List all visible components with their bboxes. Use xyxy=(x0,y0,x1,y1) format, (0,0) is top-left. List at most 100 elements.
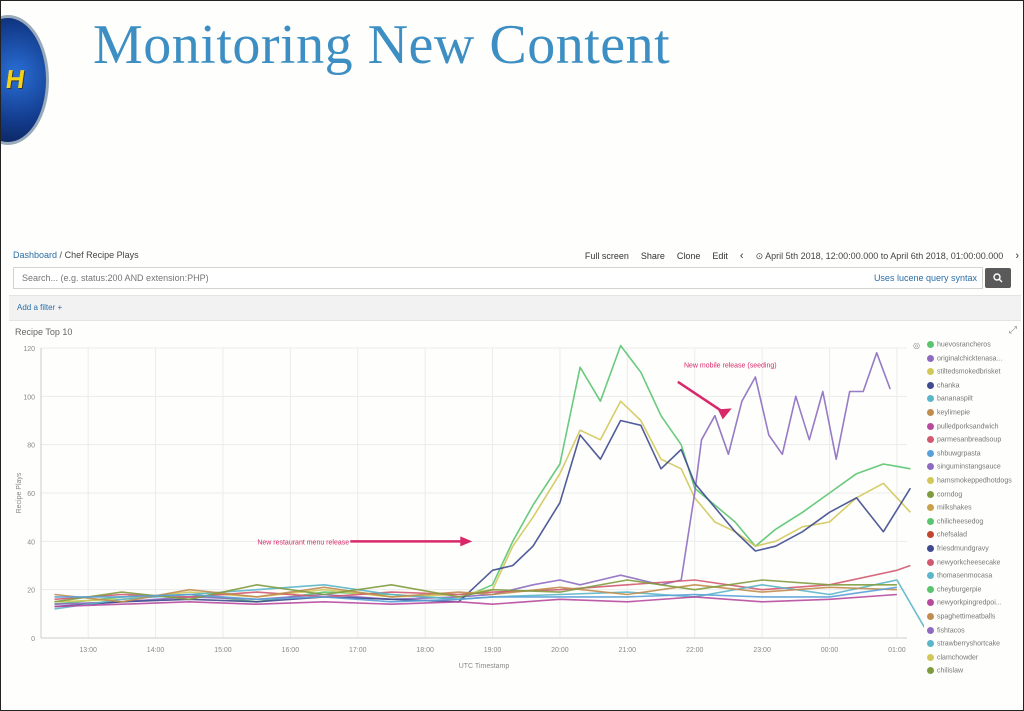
legend-label: spaghettimeatballs xyxy=(937,613,996,621)
legend-label: corndog xyxy=(937,490,963,498)
legend-swatch xyxy=(927,545,934,552)
legend-label: singuminstangsauce xyxy=(937,463,1001,471)
search-icon xyxy=(993,273,1003,283)
time-picker[interactable]: ⊙ April 5th 2018, 12:00:00.000 to April … xyxy=(756,251,1004,262)
legend-swatch xyxy=(927,613,934,620)
legend-item[interactable]: chilicheesedog xyxy=(927,517,983,529)
legend-item[interactable]: originalchicktenasa... xyxy=(927,354,1002,366)
x-tick-label: 17:00 xyxy=(349,647,367,654)
legend-item[interactable]: chefsalad xyxy=(927,531,967,542)
lucene-syntax-link[interactable]: Uses lucene query syntax xyxy=(873,273,977,283)
breadcrumb-current: Chef Recipe Plays xyxy=(64,250,139,260)
annotation-label: New mobile release (seeding) xyxy=(684,362,777,369)
legend-swatch xyxy=(927,640,934,648)
legend-swatch xyxy=(927,599,934,607)
legend-item[interactable]: fishtacos xyxy=(927,626,965,638)
legend-item[interactable]: chilislaw xyxy=(927,667,963,678)
legend-label: milkshakes xyxy=(937,504,972,512)
legend-swatch xyxy=(927,449,934,457)
search-input[interactable] xyxy=(13,267,983,289)
dashboard-top-nav: Dashboard / Chef Recipe Plays Full scree… xyxy=(13,250,1019,264)
legend-swatch xyxy=(927,341,934,348)
legend-item[interactable]: parmesanbreadsoup xyxy=(927,436,1001,447)
edit-button[interactable]: Edit xyxy=(712,251,728,261)
x-tick-label: 13:00 xyxy=(79,647,97,654)
legend-item[interactable]: hamsmokeppedhotdogs xyxy=(927,477,1012,488)
breadcrumb: Dashboard / Chef Recipe Plays xyxy=(13,250,139,260)
full-screen-button[interactable]: Full screen xyxy=(584,251,629,261)
legend-label: huevosrancheros xyxy=(937,341,991,349)
filter-bar: Add a filter + xyxy=(9,295,1021,321)
y-axis-label: Recipe Plays xyxy=(16,472,23,513)
panel-title: Recipe Top 10 xyxy=(15,327,73,337)
legend-swatch xyxy=(927,490,934,498)
x-tick-label: 23:00 xyxy=(753,647,771,654)
legend-item[interactable]: newyorkcheesecake xyxy=(927,558,1000,570)
x-tick-label: 19:00 xyxy=(484,647,502,654)
legend-item[interactable]: bananaspilt xyxy=(927,395,973,406)
time-range-label: April 5th 2018, 12:00:00.000 to April 6t… xyxy=(765,250,1004,261)
legend-item[interactable]: milkshakes xyxy=(927,504,972,515)
y-tick-label: 20 xyxy=(27,588,35,595)
search-button[interactable] xyxy=(985,268,1011,288)
chevron-left-icon[interactable]: ‹ xyxy=(739,250,744,262)
legend-item[interactable]: shbuwgrpasta xyxy=(927,449,981,461)
legend-item[interactable]: strawberryshortcake xyxy=(927,640,1000,651)
x-tick-label: 21:00 xyxy=(619,647,637,654)
legend-swatch xyxy=(927,504,934,512)
legend-item[interactable]: pulledporksandwich xyxy=(927,422,999,434)
legend-item[interactable]: newyorkpingredpoi... xyxy=(927,599,1002,610)
add-filter-link[interactable]: Add a filter + xyxy=(17,303,63,312)
x-tick-label: 20:00 xyxy=(551,647,569,654)
x-tick-label: 15:00 xyxy=(214,647,232,654)
y-tick-label: 0 xyxy=(31,636,35,643)
legend-item[interactable]: clamchowder xyxy=(927,653,979,665)
legend-swatch xyxy=(927,653,934,661)
legend-item[interactable]: thomasenmocasa xyxy=(927,572,992,583)
slide-title: Monitoring New Content xyxy=(93,14,671,76)
legend-label: clamchowder xyxy=(937,654,979,662)
logo-letter: H xyxy=(3,64,27,94)
x-tick-label: 22:00 xyxy=(686,647,704,654)
breadcrumb-dashboard-link[interactable]: Dashboard xyxy=(13,250,58,260)
series-line xyxy=(54,586,898,603)
kibana-dashboard: Dashboard / Chef Recipe Plays Full scree… xyxy=(9,241,1021,709)
chevron-right-icon[interactable]: › xyxy=(1015,250,1019,262)
legend-label: parmesanbreadsoup xyxy=(937,436,1002,444)
legend-item[interactable]: corndog xyxy=(927,490,963,502)
legend-swatch xyxy=(927,422,934,430)
x-tick-label: 18:00 xyxy=(416,647,434,654)
legend-swatch xyxy=(927,477,934,484)
legend-label: shbuwgrpasta xyxy=(937,450,981,458)
legend-item[interactable]: stiltedsmokedbrisket xyxy=(927,368,1000,379)
legend-swatch xyxy=(927,667,934,675)
y-tick-label: 100 xyxy=(23,394,35,401)
x-axis-label: UTC Timestamp xyxy=(459,663,510,670)
legend-item[interactable]: chanka xyxy=(927,381,960,393)
legend-label: strawberryshortcake xyxy=(937,640,1001,648)
legend-item[interactable]: huevosrancheros xyxy=(927,341,991,352)
legend-label: pulledporksandwich xyxy=(937,422,999,430)
legend-toggle-icon[interactable]: ◎ xyxy=(913,341,920,350)
legend-label: bananaspilt xyxy=(937,395,973,403)
legend-label: friesdmundgravy xyxy=(937,545,989,553)
legend-swatch xyxy=(927,585,934,593)
share-button[interactable]: Share xyxy=(640,251,665,261)
expand-icon[interactable]: ⤢ xyxy=(1009,325,1017,336)
legend-item[interactable]: spaghettimeatballs xyxy=(927,613,995,624)
clone-button[interactable]: Clone xyxy=(676,251,701,261)
series-line xyxy=(54,579,924,629)
legend-swatch xyxy=(927,626,934,634)
series-line xyxy=(54,400,911,603)
breadcrumb-separator: / xyxy=(59,250,63,260)
y-tick-label: 60 xyxy=(27,491,35,498)
legend-item[interactable]: friesdmundgravy xyxy=(927,545,989,556)
legend-swatch xyxy=(927,572,934,580)
legend-item[interactable]: cheyburgerpie xyxy=(927,585,981,597)
legend-item[interactable]: singuminstangsauce xyxy=(927,463,1001,474)
legend-item[interactable]: keylimepie xyxy=(927,409,970,420)
x-tick-label: 01:00 xyxy=(888,647,906,654)
legend-label: fishtacos xyxy=(937,626,965,634)
legend-label: thomasenmocasa xyxy=(937,572,993,580)
